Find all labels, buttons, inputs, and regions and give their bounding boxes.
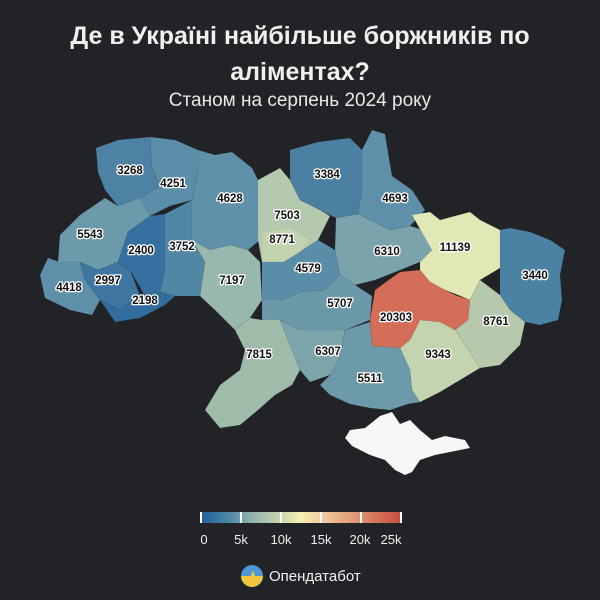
subtitle: Станом на серпень 2024 року [168,90,432,111]
title-line-2: аліментах? [230,58,370,86]
legend-tick-label: 20k [349,532,371,547]
legend-tick [320,512,322,523]
region-vinnytsia[interactable] [191,239,263,331]
label-cherkasy: 4579 [295,263,321,275]
legend-tick [280,512,282,523]
legend-gradient-bar [200,512,402,523]
label-zakarpattia: 4418 [56,282,82,294]
label-vinnytsia: 7197 [219,275,245,287]
region-kirovohrad[interactable] [261,274,373,331]
label-dnipropetrovsk: 20303 [380,312,412,324]
label-chernivtsi: 2198 [132,295,158,307]
label-kyiv-oblast: 7503 [274,210,300,222]
legend-tick [200,512,202,523]
legend-tick-label: 10k [270,532,292,547]
legend-tick-label: 5k [234,532,248,547]
legend-tick [360,512,362,523]
legend-tick [400,512,402,523]
color-legend [200,512,402,524]
label-khmelnytskyi: 3752 [169,241,195,253]
label-volyn: 3268 [117,165,143,177]
label-sumy: 4693 [382,193,408,205]
legend-tick-label: 15k [310,532,332,547]
label-ternopil: 2400 [128,245,154,257]
label-zhytomyr: 4628 [217,193,243,205]
label-kherson: 5511 [358,373,384,385]
label-odesa: 7815 [246,349,272,361]
label-donetsk: 8761 [483,316,509,328]
brand: Опендатабот [241,565,361,587]
page-title: Де в Україні найбільше боржників по алім… [0,18,600,90]
label-mykolaiv: 6307 [315,346,341,358]
region-kherson[interactable] [319,321,421,411]
label-kharkiv: 11139 [440,242,471,254]
brand-name: Опендатабот [269,567,361,585]
label-zaporizhzhia: 9343 [425,349,451,361]
legend-tick-label: 0 [200,532,208,547]
label-kirovohrad: 5707 [327,298,353,310]
label-poltava: 6310 [374,246,400,258]
legend-tick-label: 25k [380,532,402,547]
region-chernivtsi[interactable] [99,291,176,323]
opendatabot-logo-icon [241,565,263,587]
region-crimea [344,411,471,476]
title-line-1: Де в Україні найбільше боржників по [70,22,530,50]
label-rivne: 4251 [160,178,186,190]
label-chernihiv: 3384 [314,169,340,181]
label-luhansk: 3440 [522,270,548,282]
label-ivano-frankivsk: 2997 [95,275,121,287]
region-donetsk[interactable] [454,279,526,369]
legend-tick [240,512,242,523]
label-kyiv-city: 8771 [269,234,295,246]
region-rivne[interactable] [139,136,199,217]
label-lviv: 5543 [77,229,103,241]
region-odesa[interactable] [204,317,301,429]
